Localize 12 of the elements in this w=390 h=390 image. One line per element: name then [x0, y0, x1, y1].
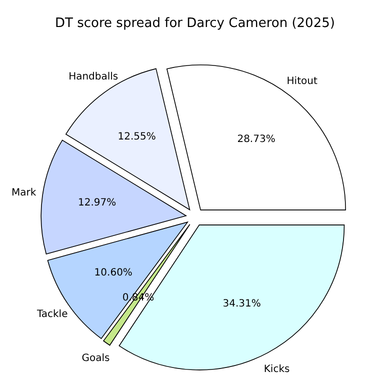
slice-label: Goals: [82, 353, 110, 364]
slice-label: Mark: [12, 187, 36, 198]
slice-label: Tackle: [36, 309, 68, 320]
slice-label: Kicks: [264, 364, 290, 375]
data-label: 12.55%: [118, 132, 156, 143]
slice-label: Handballs: [68, 72, 118, 83]
data-label: 10.60%: [94, 267, 132, 278]
data-label: 12.97%: [78, 198, 116, 209]
data-label: 34.31%: [222, 298, 261, 310]
slice-label: Hitout: [286, 76, 318, 87]
data-label: 28.73%: [237, 134, 276, 145]
chart-title: DT score spread for Darcy Cameron (2025): [54, 16, 336, 31]
